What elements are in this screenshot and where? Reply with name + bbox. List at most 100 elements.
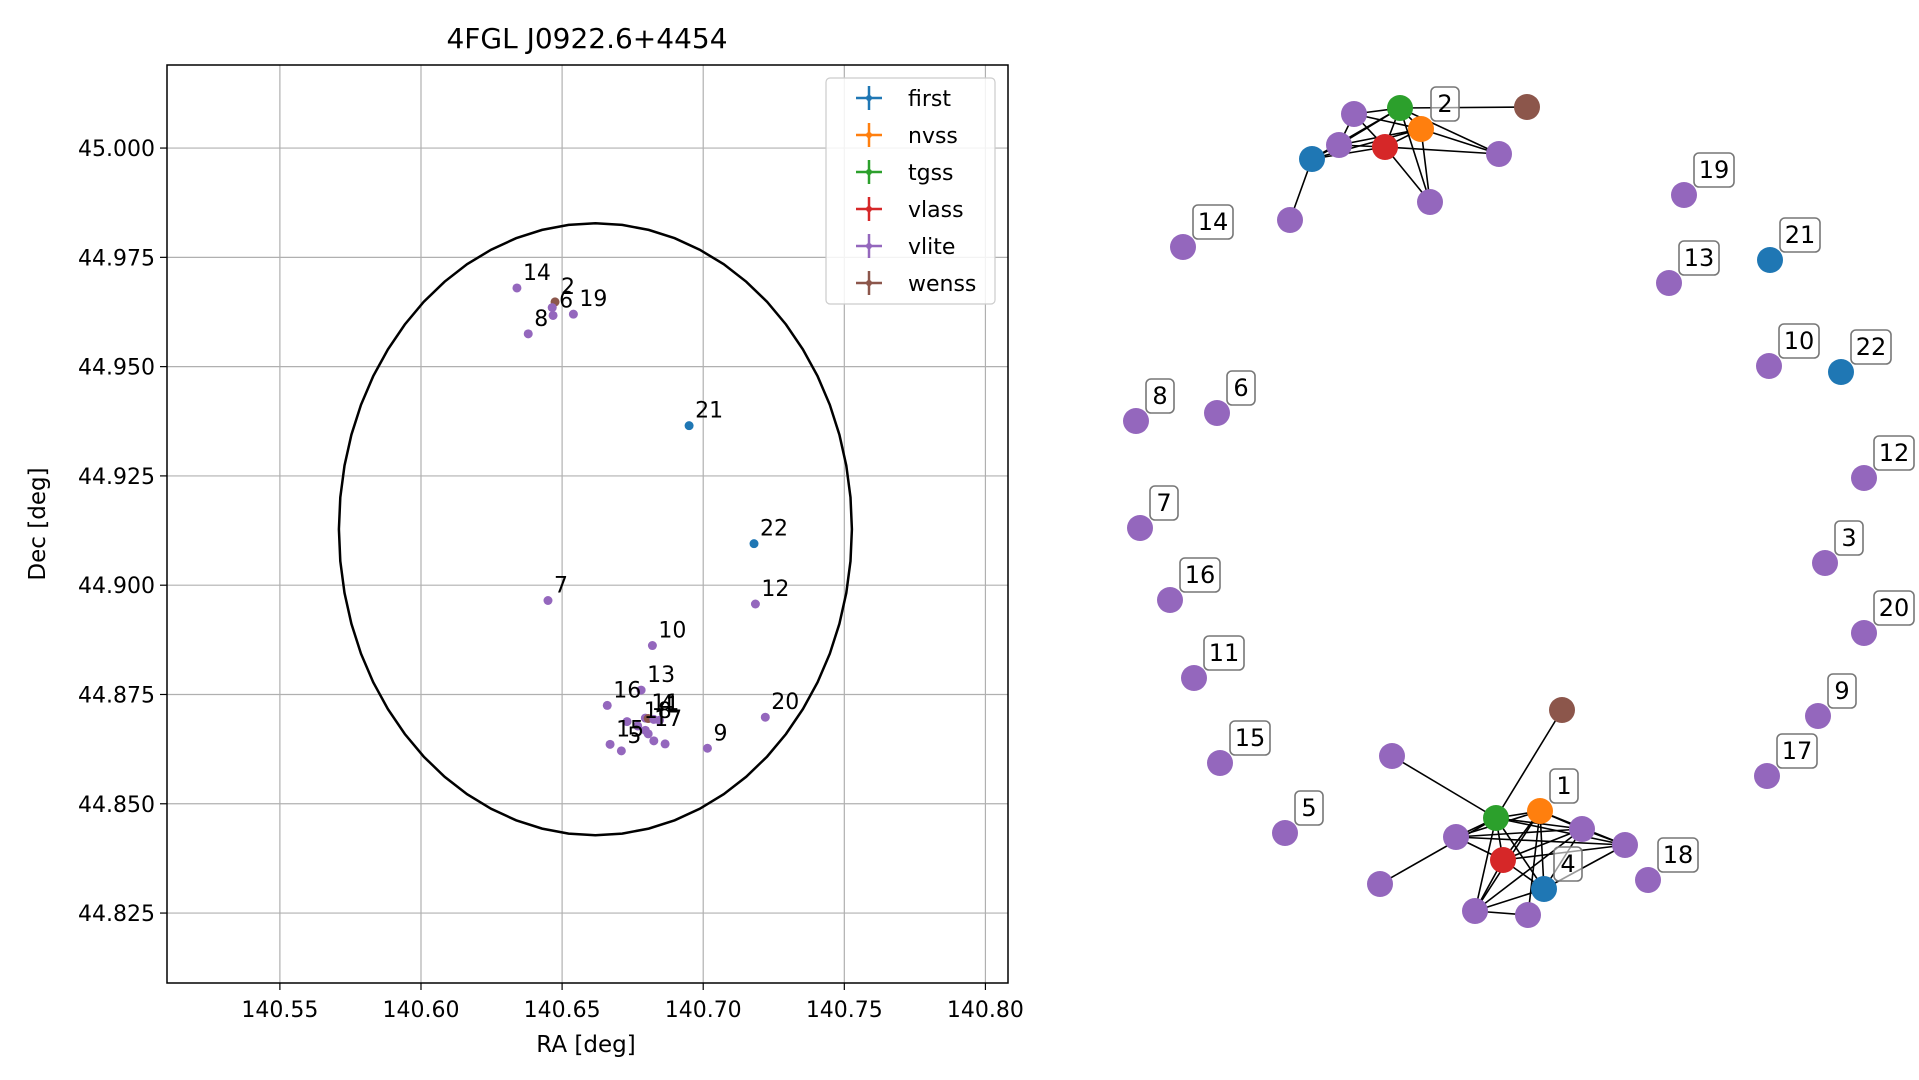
y-tick-label: 44.900 — [78, 574, 155, 599]
label-box — [1827, 673, 1857, 709]
graph-edge — [1543, 844, 1626, 890]
label-text: 3 — [1841, 524, 1856, 552]
graph-edge — [1474, 828, 1583, 912]
data-point-vlite — [647, 641, 657, 651]
graph-node-label: 22 — [1850, 329, 1892, 365]
confidence-ellipse — [337, 221, 854, 837]
graph-node-vlite — [1417, 189, 1443, 215]
legend-label: nvss — [908, 124, 958, 149]
graph-node-vlite — [1612, 832, 1638, 858]
label-box — [1553, 846, 1583, 882]
graph-edge — [1495, 709, 1563, 819]
point-label: 21 — [695, 399, 723, 424]
data-point-vlite — [543, 596, 553, 605]
legend-label: tgss — [908, 161, 954, 186]
axes-frame — [166, 64, 1009, 984]
data-point-vlite — [649, 736, 659, 746]
graph-node-label: 19 — [1693, 152, 1735, 188]
point-label: 2 — [561, 275, 575, 300]
graph-edge — [1474, 817, 1497, 912]
y-tick-label: 44.825 — [78, 902, 155, 927]
graph-node-label: 13 — [1678, 240, 1720, 276]
data-point-first — [684, 421, 694, 431]
x-tick-label: 140.65 — [524, 998, 601, 1023]
label-box — [1778, 323, 1820, 359]
label-box — [1192, 204, 1234, 240]
point-label: 9 — [713, 721, 727, 746]
graph-node-label: 18 — [1657, 837, 1699, 873]
graph-node-label: 5 — [1294, 790, 1324, 826]
legend-marker-dot — [866, 206, 872, 212]
point-label: 19 — [579, 287, 607, 312]
label-text: 22 — [1856, 333, 1887, 361]
graph-node-label: 8 — [1145, 378, 1175, 414]
graph-edge — [1399, 107, 1431, 203]
point-label: 5 — [627, 724, 641, 749]
label-box — [1693, 152, 1735, 188]
data-point-vlite — [643, 729, 653, 739]
graph-node-vlite — [1569, 816, 1595, 842]
data-point-vlite — [622, 717, 632, 727]
graph-node-first — [1299, 146, 1325, 172]
point-label: 18 — [644, 699, 672, 724]
label-text: 20 — [1879, 594, 1910, 622]
label-box — [1226, 370, 1256, 406]
graph-nodes — [1123, 94, 1877, 928]
label-text: 13 — [1684, 244, 1715, 272]
data-point-vlite — [660, 739, 670, 749]
legend-label: vlass — [908, 198, 964, 223]
graph-edge — [1527, 810, 1541, 916]
y-tick-label: 45.000 — [78, 137, 155, 162]
graph-node-vlass — [1490, 847, 1516, 873]
x-tick-label: 140.70 — [665, 998, 742, 1023]
graph-node-vlite — [1181, 665, 1207, 691]
data-point-vlite — [633, 721, 643, 731]
label-box — [1776, 733, 1818, 769]
label-text: 6 — [1233, 374, 1248, 402]
graph-node-label: 12 — [1873, 435, 1915, 471]
graph-node-label: 11 — [1203, 635, 1245, 671]
graph-node-label: 4 — [1553, 846, 1583, 882]
graph-edge — [1420, 128, 1500, 155]
legend-entry-tgss: tgss — [856, 160, 954, 186]
graph-node-vlite — [1671, 182, 1697, 208]
label-text: 12 — [1879, 439, 1910, 467]
graph-node-vlite — [1157, 587, 1183, 613]
x-tick-label: 140.55 — [241, 998, 318, 1023]
graph-node-vlite — [1486, 141, 1512, 167]
legend-label: vlite — [908, 235, 955, 260]
label-box — [1834, 520, 1864, 556]
label-box — [1873, 435, 1915, 471]
graph-node-vlite — [1170, 234, 1196, 260]
graph-node-first — [1757, 247, 1783, 273]
point-label: 4 — [660, 692, 674, 717]
label-text: 21 — [1785, 221, 1816, 249]
label-box — [1179, 557, 1221, 593]
data-point-vlite — [512, 283, 522, 293]
graph-node-label: 9 — [1827, 673, 1857, 709]
data-point-first — [749, 539, 759, 549]
graph-node-label: 2 — [1430, 86, 1460, 122]
graph-node-first — [1531, 876, 1557, 902]
graph-node-label: 3 — [1834, 520, 1864, 556]
x-tick-label: 140.75 — [806, 998, 883, 1023]
legend-marker-dot — [866, 243, 872, 249]
graph-edge — [1379, 817, 1497, 885]
graph-node-label: 15 — [1229, 720, 1271, 756]
data-point-vlite — [654, 715, 664, 725]
label-text: 14 — [1198, 208, 1229, 236]
label-text: 4 — [1560, 850, 1575, 878]
graph-edge — [1455, 836, 1626, 846]
label-text: 18 — [1663, 841, 1694, 869]
graph-node-first — [1828, 359, 1854, 385]
graph-node-vlite — [1123, 408, 1149, 434]
x-tick-label: 140.80 — [947, 998, 1024, 1023]
point-label: 7 — [554, 574, 568, 599]
label-text: 10 — [1784, 327, 1815, 355]
y-tick-label: 44.950 — [78, 356, 155, 381]
graph-node-vlite — [1851, 620, 1877, 646]
graph-edge — [1539, 810, 1545, 890]
